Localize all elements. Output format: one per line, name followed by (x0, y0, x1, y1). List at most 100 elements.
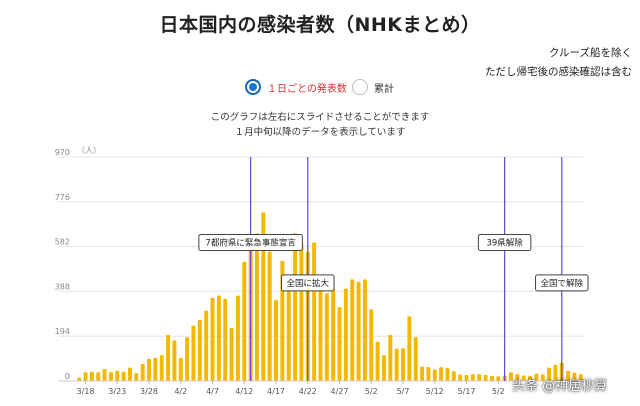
x-tick-label: 3/23 (108, 387, 126, 396)
bar (121, 371, 126, 381)
x-tick-label: 4/22 (299, 387, 317, 396)
x-tick-label: 3/28 (140, 387, 158, 396)
date-range-hint: １月中旬以降のデータを表示しています (234, 127, 406, 138)
note-exclude-cruise: クルーズ船を除く (548, 47, 632, 59)
bar (242, 261, 247, 381)
bar (382, 355, 386, 381)
bar (350, 279, 355, 381)
bar (362, 279, 367, 381)
bar (197, 320, 202, 381)
bar (83, 372, 88, 381)
bar (572, 372, 577, 381)
bar (159, 355, 164, 381)
bar (369, 309, 374, 381)
y-tick-label: 0 (65, 372, 70, 381)
bar (318, 288, 323, 381)
y-tick-label: 582 (55, 238, 70, 247)
cumulative-radio[interactable]: 累計 (352, 79, 394, 95)
bar (312, 242, 317, 381)
x-tick-label: 3/18 (77, 387, 95, 396)
bar (147, 358, 151, 381)
bar (153, 357, 158, 381)
annotation-box (535, 274, 589, 292)
x-tick-label: 5/7 (397, 387, 410, 396)
x-tick-label: 4/17 (267, 387, 285, 396)
bar (547, 367, 552, 381)
annotation-label: 全国で解除 (541, 278, 584, 289)
bar (108, 372, 113, 381)
bar (464, 374, 469, 381)
bar (274, 300, 278, 381)
bar (235, 295, 240, 381)
bar (509, 372, 513, 381)
scroll-hint: このグラフは左右にスライドさせることができます (210, 112, 430, 123)
bar (166, 334, 171, 381)
y-tick-label: 776 (55, 193, 70, 202)
bar (343, 288, 348, 381)
bar (267, 251, 272, 381)
bar (540, 374, 545, 381)
bar (204, 310, 209, 381)
bar (388, 334, 393, 381)
bar (489, 375, 494, 381)
x-tick-label: 4/27 (331, 387, 349, 396)
bar (458, 374, 463, 381)
annotation-label: 39県解除 (486, 237, 523, 248)
bar (432, 369, 437, 381)
bar (496, 376, 501, 381)
bar (134, 373, 139, 381)
bar (426, 367, 431, 381)
bar (445, 368, 450, 381)
bar (534, 373, 539, 381)
bar (128, 367, 132, 381)
bar (407, 316, 412, 381)
bar (477, 374, 482, 381)
bar (356, 281, 361, 381)
bar (470, 374, 475, 381)
y-tick-label: 970 (55, 148, 70, 157)
bar (553, 364, 558, 381)
bar (420, 366, 425, 381)
annotation-box (281, 274, 335, 292)
bar (140, 363, 145, 381)
note-include-home: ただし帰宅後の感染確認は含む (485, 66, 632, 78)
bar (261, 212, 266, 381)
bar (401, 348, 405, 381)
bar (578, 374, 583, 381)
bar (172, 340, 177, 381)
x-tick-label: 4/2 (174, 387, 187, 396)
chart-title: 日本国内の感染者数（NHKまとめ） (159, 14, 481, 36)
bar (89, 371, 94, 381)
cumulative-radio-label: 累計 (374, 83, 394, 95)
view-toggle: １日ごとの発表数 累計 (0, 79, 640, 101)
x-tick-label: 4/12 (235, 387, 253, 396)
bar (439, 367, 444, 381)
y-unit-label: （人） (77, 146, 101, 155)
bar (229, 327, 234, 381)
bar (96, 372, 101, 381)
x-tick-label: 5/12 (426, 387, 444, 396)
bar (521, 375, 526, 381)
bar (337, 307, 342, 381)
bar (185, 337, 190, 381)
bar (566, 370, 571, 381)
bar (528, 375, 532, 381)
bar (286, 284, 291, 381)
x-tick-label: 5/2 (492, 387, 505, 396)
bar (223, 298, 228, 381)
y-tick-label: 388 (55, 282, 70, 291)
bar (77, 377, 82, 381)
bar (515, 374, 520, 381)
annotation-label: 全国に拡大 (287, 278, 330, 289)
radio-selected-icon (245, 79, 261, 95)
bar (483, 374, 488, 381)
daily-radio[interactable]: １日ごとの発表数 (245, 79, 347, 95)
x-tick-label: 5/2 (365, 387, 378, 396)
bar (255, 233, 259, 381)
x-tick-label: 5/17 (458, 387, 476, 396)
annotation-box (477, 233, 532, 251)
radio-unselected-icon (352, 79, 368, 95)
bar (210, 297, 215, 381)
daily-radio-label: １日ごとの発表数 (267, 83, 347, 95)
